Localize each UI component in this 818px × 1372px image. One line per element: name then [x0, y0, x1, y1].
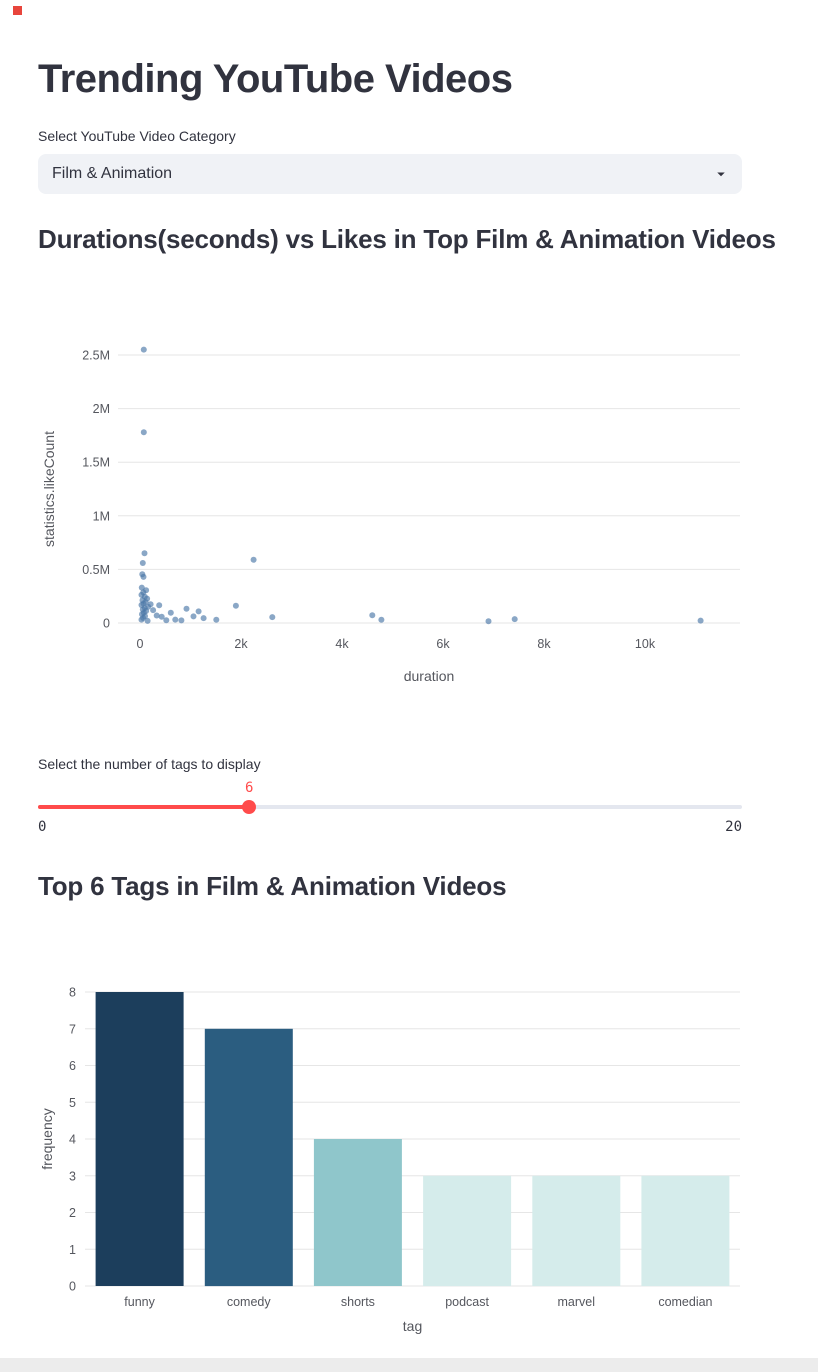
svg-text:duration: duration: [404, 668, 455, 684]
scatter-section-heading: Durations(seconds) vs Likes in Top Film …: [38, 223, 776, 254]
bar-comedian: [641, 1175, 730, 1287]
svg-text:5: 5: [69, 1096, 76, 1110]
tag-count-slider[interactable]: 6 0 20: [38, 781, 742, 835]
svg-text:comedy: comedy: [227, 1295, 272, 1309]
svg-text:frequency: frequency: [39, 1108, 55, 1169]
bar-gridlines: [85, 991, 740, 1287]
slider-fill: [38, 805, 250, 809]
svg-text:tag: tag: [403, 1318, 422, 1334]
svg-text:marvel: marvel: [557, 1295, 595, 1309]
slider-max-label: 20: [725, 819, 742, 835]
category-select-value: Film & Animation: [52, 164, 173, 182]
page-bottom-strip: [0, 1358, 818, 1372]
svg-text:3: 3: [69, 1169, 76, 1183]
category-select[interactable]: Film & Animation: [38, 153, 742, 194]
svg-text:8k: 8k: [537, 637, 551, 651]
svg-text:podcast: podcast: [445, 1295, 489, 1309]
slider-minmax-row: 0 20: [38, 819, 742, 835]
svg-text:1M: 1M: [93, 509, 110, 523]
bar-shorts: [313, 1139, 402, 1286]
bar-funny: [95, 992, 184, 1286]
svg-text:0.5M: 0.5M: [82, 562, 110, 576]
svg-text:10k: 10k: [635, 637, 656, 651]
svg-text:6: 6: [69, 1059, 76, 1073]
chevron-down-icon[interactable]: [712, 165, 730, 183]
svg-text:2M: 2M: [93, 402, 110, 416]
svg-text:2: 2: [69, 1206, 76, 1220]
bar-plot-svg: 0 1 2 3 4 5 6 7 8 funny comedy shorts podcast marvel c…: [39, 986, 740, 1334]
bar-podcast: [423, 1175, 512, 1287]
status-dot: [13, 6, 22, 15]
slider-min-label: 0: [38, 819, 47, 835]
svg-text:1: 1: [69, 1243, 76, 1257]
svg-text:0: 0: [69, 1280, 76, 1294]
bar-comedy: [204, 1028, 293, 1287]
svg-text:0: 0: [137, 637, 144, 651]
slider-label: Select the number of tags to display: [38, 755, 261, 772]
svg-text:0: 0: [103, 616, 110, 630]
slider-current-value: 6: [244, 780, 254, 796]
svg-text:1.5M: 1.5M: [82, 455, 110, 469]
bar-section-heading: Top 6 Tags in Film & Animation Videos: [38, 871, 507, 901]
svg-text:7: 7: [69, 1022, 76, 1036]
scatter-points: [138, 346, 704, 624]
svg-text:8: 8: [69, 986, 76, 1000]
scatter-gridlines: [118, 354, 740, 623]
svg-text:statistics.likeCount: statistics.likeCount: [41, 430, 57, 546]
bar-series: [95, 992, 730, 1287]
scatter-plot-svg: 0 0.5M 1M 1.5M 2M 2.5M 0 2k 4k 6k 8k 10k duration sta…: [41, 346, 740, 684]
slider-thumb[interactable]: [242, 800, 257, 814]
svg-text:4k: 4k: [335, 637, 349, 651]
svg-text:comedian: comedian: [658, 1295, 712, 1309]
svg-text:2k: 2k: [234, 637, 248, 651]
category-select-widget: Select YouTube Video Category Film & Ani…: [38, 128, 780, 194]
page-title: Trending YouTube Videos: [38, 57, 513, 101]
svg-text:4: 4: [69, 1133, 76, 1147]
bar-chart: 0 1 2 3 4 5 6 7 8 funny comedy shorts podcast marvel c…: [38, 954, 742, 1359]
svg-text:2.5M: 2.5M: [82, 348, 110, 362]
slider-track[interactable]: [38, 800, 742, 814]
scatter-chart: 0 0.5M 1M 1.5M 2M 2.5M 0 2k 4k 6k 8k 10k duration sta…: [38, 293, 742, 712]
bar-marvel: [532, 1175, 621, 1287]
svg-text:6k: 6k: [436, 637, 450, 651]
category-select-label: Select YouTube Video Category: [38, 128, 236, 144]
svg-text:shorts: shorts: [341, 1295, 375, 1309]
svg-text:funny: funny: [124, 1295, 155, 1309]
